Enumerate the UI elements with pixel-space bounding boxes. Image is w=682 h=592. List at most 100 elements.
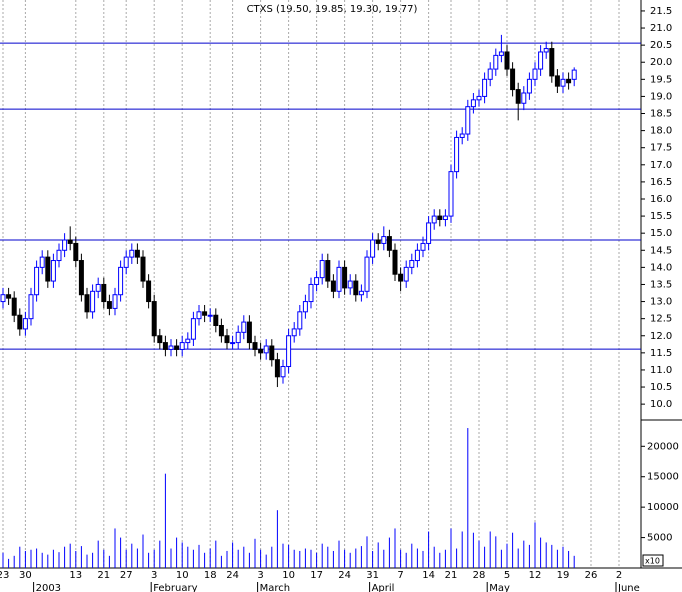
unit-box xyxy=(642,554,664,567)
candle-body xyxy=(202,311,208,316)
candle-body xyxy=(22,318,28,330)
volume-bar xyxy=(13,555,15,568)
y-tick-label: 11.5 xyxy=(650,348,672,359)
candle-body xyxy=(358,290,364,296)
candle-body xyxy=(426,222,432,244)
candle-body xyxy=(34,266,40,296)
x-tick-label: 12 xyxy=(529,570,542,581)
volume-bar xyxy=(388,537,390,568)
y-tick-label: 11.0 xyxy=(650,365,672,376)
candle-body xyxy=(6,294,12,299)
candle-body xyxy=(17,314,23,330)
x-tick-label: 3 xyxy=(257,570,263,581)
volume-bar xyxy=(545,542,547,568)
candle-body xyxy=(280,366,286,378)
candle-body xyxy=(314,277,320,285)
volume-bar xyxy=(80,546,82,568)
x-tick-label: 13 xyxy=(69,570,82,581)
candle-body xyxy=(157,335,163,344)
volume-bar xyxy=(271,546,273,568)
volume-bar xyxy=(439,552,441,568)
volume-bar xyxy=(478,540,480,568)
candle-body xyxy=(123,256,129,268)
volume-bar xyxy=(114,528,116,568)
candle-body xyxy=(454,136,460,173)
candle-body xyxy=(246,321,252,344)
x-tick-label: 3 xyxy=(151,570,157,581)
x-tick-label: 10 xyxy=(176,570,189,581)
candle-body xyxy=(118,266,124,296)
month-label: April xyxy=(372,583,395,592)
x-tick-label: 5 xyxy=(504,570,510,581)
candle-body xyxy=(403,266,409,282)
candle-body xyxy=(353,280,359,296)
volume-bar xyxy=(523,540,525,568)
candle-body xyxy=(146,280,152,303)
candle-body xyxy=(336,266,342,292)
candle-body xyxy=(442,215,448,221)
y-tick-label: 20.5 xyxy=(650,40,672,51)
candle-body xyxy=(258,348,264,354)
volume-bar xyxy=(254,538,256,568)
volume-bar xyxy=(47,554,49,568)
candle-body xyxy=(90,290,96,313)
volume-bar xyxy=(131,543,133,568)
candle-body xyxy=(140,256,146,282)
volume-bar xyxy=(304,548,306,568)
candle-body xyxy=(532,68,538,80)
volume-bar xyxy=(142,534,144,568)
candle-body xyxy=(409,260,415,268)
volume-bar xyxy=(484,546,486,568)
volume-bar xyxy=(120,537,122,568)
volume-bar xyxy=(467,428,469,568)
volume-bar xyxy=(551,544,553,568)
candle-body xyxy=(207,314,213,317)
volume-bar xyxy=(36,548,38,568)
volume-bar xyxy=(500,549,502,568)
volume-bar xyxy=(416,548,418,568)
volume-bar xyxy=(366,536,368,568)
candle-body xyxy=(106,301,112,309)
volume-bar xyxy=(400,549,402,568)
x-tick-label: 21 xyxy=(445,570,458,581)
candle-body xyxy=(476,95,482,101)
candle-body xyxy=(381,236,387,244)
volume-bar xyxy=(534,522,536,568)
volume-bar xyxy=(136,548,138,568)
volume-bar xyxy=(433,546,435,568)
candle-body xyxy=(241,321,247,333)
candle-body xyxy=(493,54,499,70)
x-tick-label: 24 xyxy=(338,570,351,581)
volume-bar xyxy=(148,552,150,568)
y-tick-label: 15.0 xyxy=(650,228,672,239)
candle-body xyxy=(274,359,280,378)
candle-body xyxy=(510,68,516,91)
candle-body xyxy=(398,273,404,282)
volume-bar xyxy=(489,531,491,568)
x-tick-label: 18 xyxy=(204,570,217,581)
y-tick-label: 13.5 xyxy=(650,279,672,290)
volume-bar xyxy=(86,554,88,568)
volume-bar xyxy=(310,549,312,568)
y-tick-label: 5000 xyxy=(647,533,672,544)
candle-body xyxy=(78,260,84,296)
candle-body xyxy=(56,249,62,262)
y-tick-label: 20.0 xyxy=(650,57,672,68)
volume-bar xyxy=(512,532,514,568)
volume-bar xyxy=(327,546,329,568)
x-tick-label: 31 xyxy=(366,570,379,581)
volume-bar xyxy=(64,546,66,568)
x-tick-label: 19 xyxy=(557,570,570,581)
candle-body xyxy=(459,133,465,138)
x-tick-label: 24 xyxy=(226,570,239,581)
volume-bar xyxy=(220,555,222,568)
y-tick-label: 14.5 xyxy=(650,245,672,256)
y-tick-label: 19.0 xyxy=(650,91,672,102)
candle-body xyxy=(39,256,45,268)
volume-bar xyxy=(540,537,542,568)
candle-body xyxy=(297,311,303,330)
volume-bar xyxy=(450,528,452,568)
candle-body xyxy=(420,242,426,251)
y-tick-label: 18.5 xyxy=(650,109,672,120)
x-tick-label: 30 xyxy=(19,570,32,581)
